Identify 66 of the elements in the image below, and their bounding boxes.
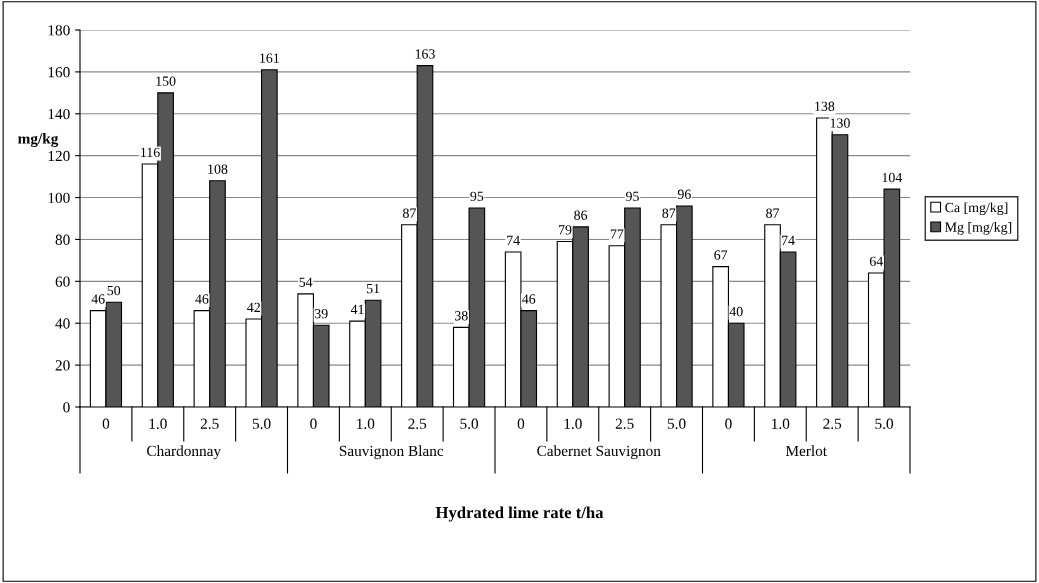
data-label: 87 [766,208,780,218]
data-label: 74 [507,235,520,245]
data-label: 46 [91,294,105,304]
data-label: 87 [402,208,416,218]
text: Sauvignon Blanc [339,445,444,460]
legend-label: Mg [mg/kg] [945,222,1012,235]
data-label: 46 [522,294,536,304]
text: Merlot [785,445,827,457]
data-label: 74 [782,235,795,245]
data-label: 116 [141,147,160,158]
data-label: 51 [366,283,380,294]
data-label: 87 [662,208,676,218]
data-label: 96 [677,189,691,199]
x-tick-label: 5.0 [667,418,686,429]
data-label: 39 [314,309,328,319]
x-tick-label: 5.0 [460,418,479,429]
x-tick-label: 1.0 [357,418,375,429]
x-tick-label: 0 [517,418,525,429]
y-tick-label: 20 [55,360,70,371]
data-label: 104 [882,172,903,183]
text: Chardonnay [147,445,222,460]
x-tick-label: 1.0 [564,418,582,429]
y-tick-label: 40 [55,318,70,329]
data-label: 41 [350,304,364,314]
data-label: 79 [559,225,572,235]
x-axis-title: Hydrated lime rate t/ha [435,506,604,522]
data-label: 86 [574,210,588,220]
y-tick-label: 0 [63,402,70,413]
data-label: 138 [815,101,835,111]
x-tick-label: 5.0 [252,418,271,429]
x-tick-label: 0 [310,418,317,429]
data-label: 95 [470,191,484,202]
data-label: 95 [625,191,639,202]
x-tick-label: 1.0 [772,418,790,429]
x-tick-label: 2.5 [200,418,219,429]
y-tick-label: 160 [48,67,70,78]
x-tick-label: 1.0 [149,418,167,429]
data-label: 130 [830,118,850,128]
x-tick-label: 2.5 [615,418,634,429]
data-label: 77 [610,229,624,239]
data-label: 40 [729,306,743,317]
x-tick-label: 0 [725,418,732,429]
y-tick-label: 100 [48,192,70,204]
y-tick-label: 80 [55,234,70,245]
data-label: 50 [107,285,121,296]
data-label: 42 [247,302,260,312]
y-tick-label: 120 [48,150,70,162]
x-tick-label: 5.0 [875,418,894,429]
data-label: 161 [260,53,279,63]
data-label: 46 [195,294,209,304]
text: Cabernet Sauvignon [537,445,661,460]
data-label: 108 [208,164,228,174]
y-tick-label: 140 [48,108,70,120]
y-tick-label: 180 [48,25,70,36]
data-label: 64 [869,256,884,266]
x-tick-label: 0 [102,418,110,429]
data-label: 150 [156,76,176,86]
x-tick-label: 2.5 [823,418,842,429]
data-label: 163 [415,49,435,59]
data-label: 38 [455,311,468,321]
data-label: 54 [299,277,313,287]
legend-label: Ca [mg/kg] [945,202,1008,216]
y-tick-label: 60 [55,276,70,287]
data-label: 67 [714,250,728,260]
y-axis-title: mg/kg [18,133,59,147]
x-tick-label: 2.5 [408,418,427,429]
